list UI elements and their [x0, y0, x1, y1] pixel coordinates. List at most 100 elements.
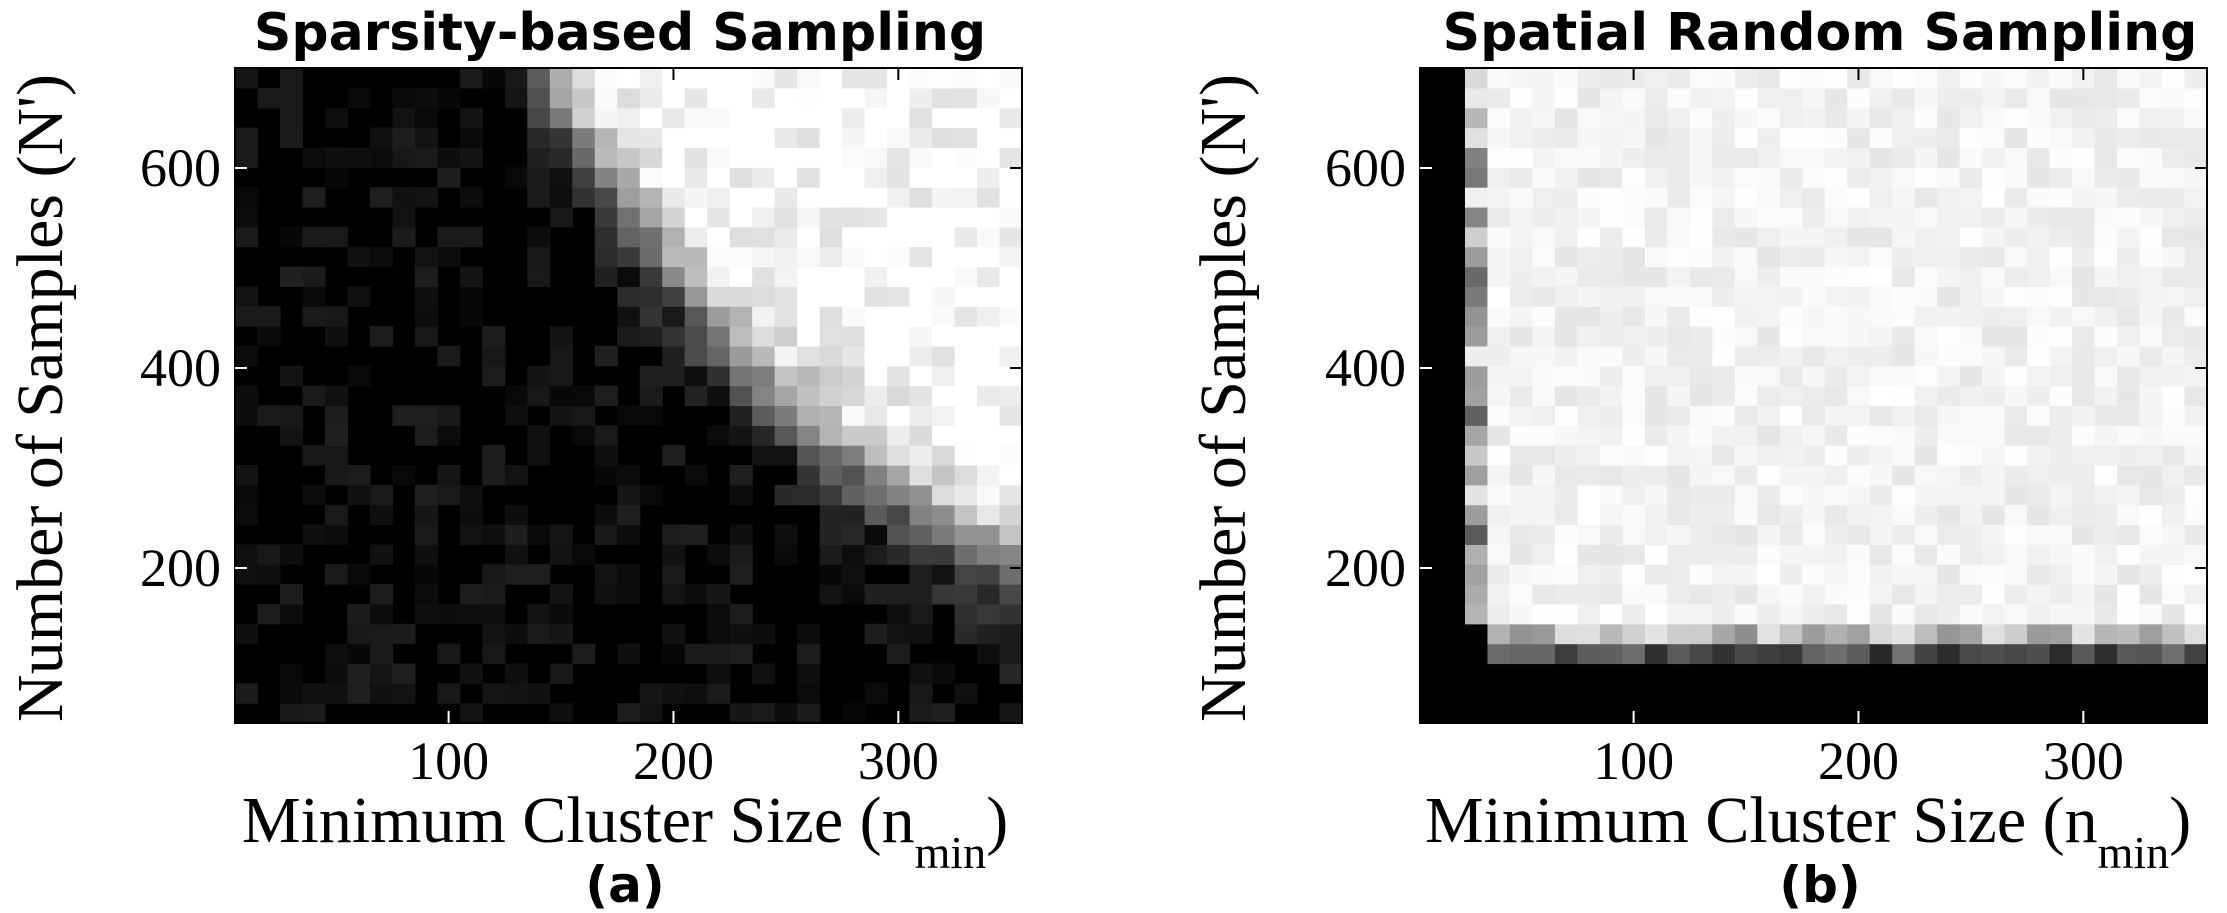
- heatmap-cell: [1644, 266, 1668, 287]
- heatmap-cell: [1509, 306, 1534, 327]
- heatmap-cell: [2004, 226, 2028, 248]
- heatmap-cell: [1892, 306, 1916, 327]
- heatmap-cell: [1869, 187, 1893, 208]
- heatmap-cell: [729, 167, 753, 188]
- heatmap-cell: [1779, 345, 1803, 367]
- heatmap-cell: [324, 504, 349, 526]
- heatmap-cell: [1464, 147, 1489, 168]
- heatmap-cell: [1487, 544, 1511, 565]
- heatmap-cell: [887, 584, 911, 605]
- heatmap-cell: [752, 345, 776, 367]
- heatmap-cell: [1554, 147, 1578, 168]
- heatmap-cell: [594, 246, 618, 268]
- heatmap-cell: [842, 286, 866, 307]
- heatmap-cell: [1532, 603, 1556, 625]
- heatmap-cell: [707, 425, 731, 446]
- heatmap-cell: [752, 167, 776, 188]
- heatmap-cell: [594, 187, 618, 208]
- heatmap-cell: [1734, 68, 1758, 89]
- heatmap-cell: [1892, 286, 1916, 307]
- heatmap-cell: [392, 206, 416, 228]
- heatmap-cell: [1487, 306, 1511, 327]
- heatmap-cell: [1464, 345, 1489, 367]
- heatmap-cell: [774, 187, 798, 208]
- x-tick-label: 300: [858, 731, 939, 791]
- heatmap-cell: [617, 564, 641, 585]
- heatmap-cell: [1712, 484, 1736, 506]
- heatmap-cell: [1959, 107, 1983, 129]
- heatmap-cell: [639, 683, 663, 704]
- heatmap-cell: [729, 107, 753, 129]
- heatmap-cell: [662, 306, 686, 327]
- heatmap-cell: [2094, 87, 2118, 109]
- heatmap-cell: [1712, 226, 1736, 248]
- heatmap-cell: [1734, 445, 1758, 466]
- heatmap-cell: [1599, 306, 1623, 327]
- heatmap-cell: [1577, 206, 1601, 228]
- heatmap-cell: [639, 484, 663, 506]
- heatmap-cell: [684, 107, 708, 129]
- heatmap-cell: [2072, 504, 2096, 526]
- heatmap-cell: [1689, 147, 1713, 168]
- heatmap-cell: [1802, 127, 1826, 148]
- heatmap-cell: [302, 445, 326, 466]
- heatmap-cell: [1689, 623, 1713, 645]
- heatmap-cell: [752, 306, 776, 327]
- heatmap-cell: [1599, 226, 1623, 248]
- heatmap-cell: [774, 206, 798, 228]
- heatmap-cell: [729, 564, 753, 585]
- heatmap-cell: [1464, 564, 1489, 585]
- heatmap-cell: [504, 167, 528, 188]
- heatmap-cell: [2004, 206, 2028, 228]
- heatmap-cell: [572, 187, 596, 208]
- heatmap-cell: [1937, 68, 1961, 89]
- heatmap-cell: [977, 147, 1001, 168]
- heatmap-cell: [257, 87, 281, 109]
- heatmap-cell: [1644, 603, 1668, 625]
- heatmap-cell: [1667, 603, 1691, 625]
- heatmap-cell: [1509, 147, 1534, 168]
- heatmap-cell: [707, 187, 731, 208]
- heatmap-cell: [1802, 603, 1826, 625]
- heatmap-cell: [279, 603, 304, 625]
- heatmap-cell: [2094, 643, 2118, 665]
- heatmap-cell: [1824, 306, 1848, 327]
- heatmap-cell: [1712, 127, 1736, 148]
- heatmap-cell: [2049, 167, 2073, 188]
- heatmap-cell: [1869, 306, 1893, 327]
- heatmap-cell: [932, 167, 956, 188]
- heatmap-cell: [1937, 524, 1961, 545]
- heatmap-cell: [1914, 286, 1938, 307]
- heatmap-cell: [1622, 544, 1646, 565]
- heatmap-cell: [999, 127, 1023, 148]
- heatmap-cell: [977, 226, 1001, 248]
- heatmap-cell: [2072, 306, 2096, 327]
- heatmap-cell: [527, 385, 551, 407]
- heatmap-cell: [1487, 127, 1511, 148]
- heatmap-cell: [1554, 68, 1578, 89]
- heatmap-cell: [639, 226, 663, 248]
- heatmap-cell: [2049, 464, 2073, 486]
- heatmap-cell: [504, 405, 528, 426]
- heatmap-cell: [2139, 464, 2163, 486]
- heatmap-cell: [1779, 524, 1803, 545]
- heatmap-cell: [1982, 425, 2006, 446]
- heatmap-cell: [1667, 286, 1691, 307]
- heatmap-cell: [1779, 167, 1803, 188]
- heatmap-cell: [2049, 306, 2073, 327]
- heatmap-cell: [999, 603, 1023, 625]
- heatmap-cell: [1937, 584, 1961, 605]
- heatmap-cell: [504, 564, 528, 585]
- heatmap-cell: [504, 524, 528, 545]
- heatmap-cell: [1464, 107, 1489, 129]
- heatmap-cell: [1959, 504, 1983, 526]
- heatmap-cell: [1712, 306, 1736, 327]
- heatmap-cell: [999, 524, 1023, 545]
- heatmap-cell: [235, 504, 259, 526]
- heatmap-cell: [1487, 326, 1511, 347]
- heatmap-cell: [1982, 603, 2006, 625]
- heatmap-cell: [999, 385, 1023, 407]
- heatmap-cell: [774, 266, 798, 287]
- heatmap-cell: [2094, 147, 2118, 168]
- heatmap-cell: [1757, 464, 1781, 486]
